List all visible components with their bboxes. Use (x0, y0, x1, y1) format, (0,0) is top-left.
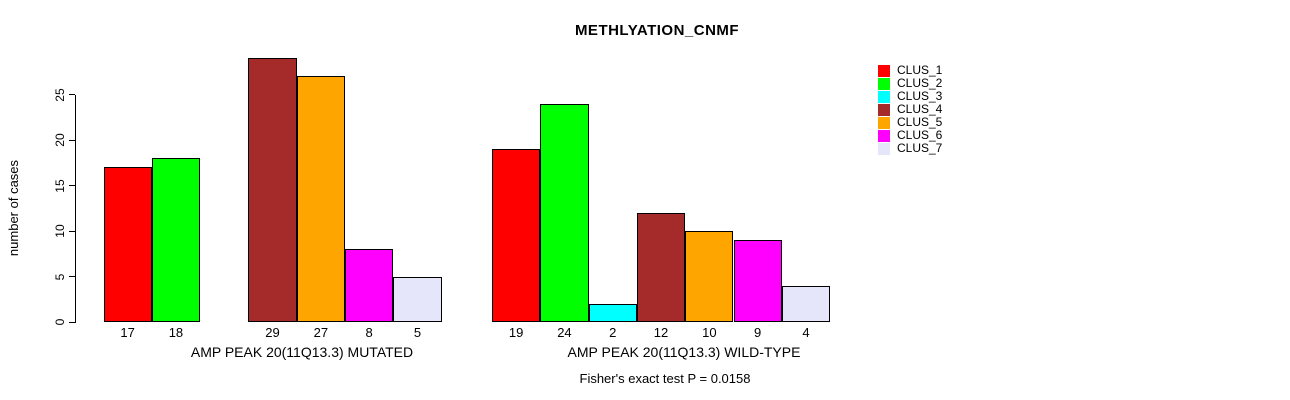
legend-swatch (878, 116, 890, 129)
bar-value-label: 29 (265, 325, 280, 340)
legend-swatch (878, 103, 890, 116)
legend-item-clus_2: CLUS_2 (878, 77, 942, 90)
y-tick-label: 10 (53, 224, 67, 238)
legend-label: CLUS_6 (897, 128, 943, 142)
legend-label: CLUS_2 (897, 76, 943, 90)
legend-item-clus_1: CLUS_1 (878, 64, 942, 77)
legend-swatch (878, 90, 890, 103)
y-tick (69, 276, 75, 277)
y-axis-label: number of cases (6, 159, 21, 257)
y-tick-label: 0 (53, 318, 67, 326)
legend-item-clus_5: CLUS_5 (878, 116, 942, 129)
bar-value-label: 2 (609, 325, 617, 340)
legend-item-clus_4: CLUS_4 (878, 103, 942, 116)
legend-label: CLUS_5 (897, 115, 943, 129)
bar-value-label: 9 (754, 325, 762, 340)
bar-clus_4-group1 (248, 58, 297, 322)
y-tick (69, 321, 75, 323)
y-tick-label: 20 (53, 133, 67, 147)
bar-value-label: 8 (365, 325, 373, 340)
bar-value-label: 10 (702, 325, 717, 340)
bar-value-label: 12 (653, 325, 669, 340)
bar-value-label: 27 (313, 325, 329, 340)
legend-swatch (878, 129, 890, 142)
legend-label: CLUS_3 (897, 89, 943, 103)
y-tick (69, 94, 75, 95)
bar-clus_2-group1 (151, 158, 201, 322)
bar-clus_6-group2 (733, 240, 782, 322)
legend-label: CLUS_1 (897, 63, 943, 77)
bar-clus_6-group1 (345, 249, 394, 322)
legend-item-clus_6: CLUS_6 (878, 129, 942, 142)
bar-clus_5-group1 (296, 76, 345, 322)
bar-value-label: 19 (508, 325, 524, 340)
bar-clus_3-group2 (588, 303, 637, 322)
chart-title: METHLYATION_CNMF (574, 22, 740, 39)
y-tick (69, 230, 75, 232)
bar-clus_4-group2 (636, 212, 686, 322)
y-tick (69, 185, 75, 186)
bar-value-label: 18 (168, 325, 184, 340)
y-tick-label: 25 (53, 87, 67, 102)
x-axis-group-label: AMP PEAK 20(11Q13.3) MUTATED (190, 344, 414, 360)
legend-label: CLUS_7 (897, 141, 943, 155)
legend: CLUS_1 CLUS_2 CLUS_3 CLUS_4 CLUS_5 CLUS_6 CLUS… (878, 64, 942, 155)
y-tick-label: 15 (53, 178, 67, 193)
legend-swatch (878, 142, 890, 155)
x-axis-group-label: AMP PEAK 20(11Q13.3) WILD-TYPE (567, 344, 801, 360)
y-tick-label: 5 (53, 273, 67, 280)
legend-item-clus_3: CLUS_3 (878, 90, 942, 103)
bar-value-label: 24 (557, 325, 572, 340)
legend-swatch (878, 77, 890, 90)
legend-swatch (878, 64, 890, 77)
bar-clus_1-group2 (492, 149, 541, 322)
bar-value-label: 17 (120, 325, 135, 340)
legend-label: CLUS_4 (897, 102, 943, 116)
legend-item-clus_7: CLUS_7 (878, 142, 942, 155)
bar-clus_2-group2 (540, 103, 589, 322)
y-axis (75, 94, 76, 323)
bar-clus_5-group2 (685, 231, 734, 322)
bar-value-label: 5 (413, 325, 422, 340)
y-tick (69, 139, 75, 141)
bar-clus_7-group2 (781, 285, 831, 322)
fisher-test-annotation: Fisher's exact test P = 0.0158 (579, 371, 751, 386)
bar-clus_1-group1 (103, 167, 152, 322)
bar-value-label: 4 (802, 325, 810, 340)
bar-clus_7-group1 (393, 276, 442, 322)
